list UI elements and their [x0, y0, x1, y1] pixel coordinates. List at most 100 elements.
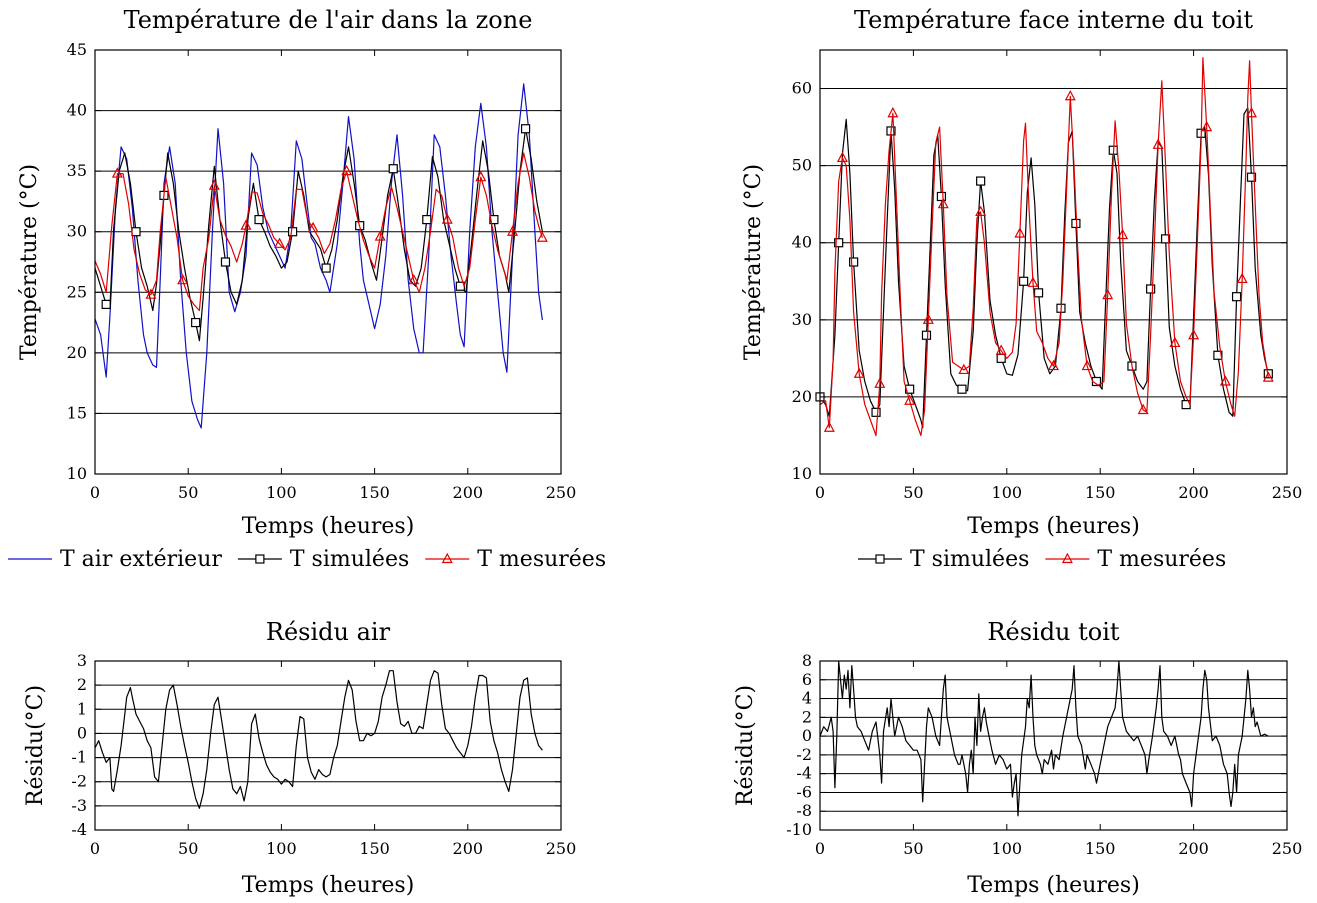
y-tick-label: 30	[67, 222, 87, 241]
x-tick-label: 250	[1272, 483, 1303, 502]
x-tick-label: 50	[178, 839, 198, 858]
data-point	[976, 176, 986, 186]
chart-title: Résidu toit	[987, 618, 1119, 646]
y-tick-label: 10	[67, 464, 87, 483]
data-point	[1117, 228, 1129, 240]
data-point	[975, 205, 987, 216]
x-tick-label: 250	[546, 483, 577, 502]
data-point	[321, 263, 331, 273]
data-point	[374, 230, 386, 241]
chart-title: Résidu air	[266, 618, 391, 646]
series-line-t-air-extérieur	[94, 83, 543, 429]
y-tick-label: 0	[77, 723, 87, 742]
y-tick-label: 45	[67, 40, 87, 59]
data-point	[274, 237, 286, 248]
data-point	[408, 273, 420, 285]
x-tick-label: 0	[90, 483, 100, 502]
chart-title: Température de l'air dans la zone	[124, 6, 533, 34]
data-point	[1027, 276, 1039, 287]
data-point	[388, 164, 398, 174]
y-tick-label: -6	[796, 782, 812, 801]
panel-roof: 0 50 100 150 200 250 10 20 30 40 50 60 Température f…	[741, 6, 1302, 539]
data-point	[131, 227, 141, 237]
data-point	[1064, 89, 1076, 101]
data-point	[489, 215, 499, 225]
data-point	[520, 124, 531, 134]
data-point	[1262, 371, 1274, 382]
series-line-t-mesurées	[94, 152, 543, 312]
y-axis-label: Température (°C)	[17, 164, 42, 360]
series-line-t-simulées	[819, 107, 1269, 429]
legend-marker	[875, 554, 885, 564]
x-tick-label: 100	[992, 839, 1023, 858]
plot-frame	[94, 49, 562, 475]
legend-label: T simulées	[290, 547, 409, 572]
plot-frame	[819, 660, 1288, 831]
y-tick-label: 40	[792, 233, 812, 252]
data-point	[1014, 227, 1026, 238]
x-tick-label: 250	[546, 839, 577, 858]
panel-air: 0 50 100 150 200 250 10 15 20 25 30 35 40 45 Températu…	[17, 6, 576, 539]
y-axis-label: Température (°C)	[741, 164, 766, 360]
y-axis-label: Résidu(°C)	[733, 685, 758, 806]
data-point	[475, 170, 487, 182]
data-point	[887, 106, 899, 118]
y-tick-label: -1	[71, 748, 87, 767]
data-point	[536, 231, 548, 242]
data-point	[1102, 288, 1114, 300]
y-tick-label: 2	[77, 675, 87, 694]
y-tick-label: 15	[67, 403, 87, 422]
data-point	[307, 221, 319, 233]
y-axis-label: Résidu(°C)	[23, 685, 48, 806]
y-tick-label: 10	[792, 464, 812, 483]
y-tick-label: 60	[792, 79, 812, 98]
x-tick-label: 200	[453, 839, 484, 858]
legend-label: T mesurées	[1097, 547, 1226, 572]
data-point	[921, 330, 932, 340]
data-point	[1033, 288, 1044, 298]
x-tick-label: 50	[903, 839, 923, 858]
legend-marker	[441, 552, 453, 564]
x-axis-label: Temps (heures)	[967, 514, 1140, 539]
legend-label: T mesurées	[477, 547, 606, 572]
y-tick-label: -10	[786, 820, 812, 839]
y-tick-label: 20	[792, 387, 812, 406]
y-tick-label: 4	[802, 689, 812, 708]
data-point	[995, 344, 1007, 355]
x-tick-label: 150	[1085, 483, 1116, 502]
data-point	[287, 227, 298, 237]
legend-marker	[255, 554, 265, 564]
data-point	[1048, 359, 1059, 371]
x-axis-label: Temps (heures)	[242, 514, 415, 539]
x-tick-label: 0	[815, 483, 825, 502]
data-point	[1219, 375, 1231, 386]
y-tick-label: -3	[71, 796, 87, 815]
data-point	[871, 407, 881, 417]
data-point	[145, 288, 157, 299]
chart-title: Température face interne du toit	[854, 6, 1253, 34]
data-point	[1146, 284, 1156, 294]
data-point	[853, 367, 865, 378]
data-point	[1137, 403, 1149, 415]
series-line-residual	[94, 670, 543, 809]
y-tick-label: 40	[67, 101, 87, 120]
x-tick-label: 0	[815, 839, 825, 858]
series-line-residual	[819, 660, 1269, 817]
legend-label: T air extérieur	[60, 547, 222, 572]
y-tick-label: 35	[67, 161, 87, 180]
data-point	[957, 384, 967, 394]
y-tick-label: 2	[802, 707, 812, 726]
data-point	[341, 164, 353, 176]
data-point	[177, 273, 189, 285]
legend-label: T simulées	[910, 547, 1029, 572]
data-point	[836, 151, 848, 163]
data-point	[1152, 138, 1164, 149]
y-tick-label: -2	[796, 745, 812, 764]
data-point	[1246, 106, 1258, 118]
y-tick-label: 20	[67, 343, 87, 362]
data-point	[191, 317, 201, 328]
data-point	[220, 257, 231, 267]
x-tick-label: 200	[1178, 483, 1209, 502]
data-point	[254, 215, 264, 225]
